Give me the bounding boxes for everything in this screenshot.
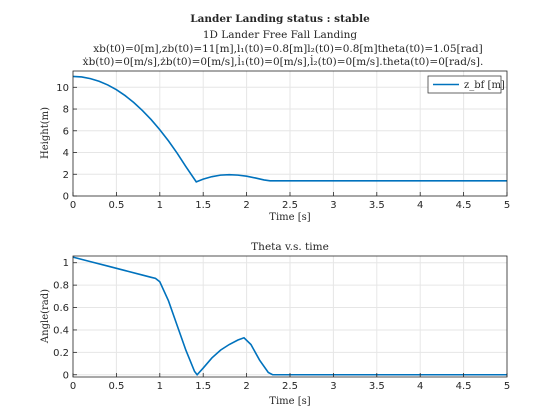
height-y-label: Height(m) xyxy=(40,107,51,159)
theta-y-tick-label: 1 xyxy=(63,258,69,269)
theta-x-tick-label: 5 xyxy=(504,381,510,392)
theta-x-ticks: 0 0.5 1 1.5 2 2.5 3 3.5 4 4.5 5 xyxy=(70,373,510,392)
height-y-tick-label: 8 xyxy=(63,105,69,116)
height-x-tick-label: 1 xyxy=(157,200,163,211)
height-x-tick-label: 2.5 xyxy=(282,200,298,211)
height-x-tick-label: 0.5 xyxy=(108,200,124,211)
theta-x-tick-label: 0 xyxy=(70,381,76,392)
height-x-tick-label: 4 xyxy=(417,200,423,211)
height-x-tick-label: 0 xyxy=(70,200,76,211)
theta-x-label: Time [s] xyxy=(269,396,310,407)
height-y-tick-label: 2 xyxy=(63,170,69,181)
height-x-tick-label: 3 xyxy=(330,200,336,211)
param-line-2: ẋb(t0)=0[m/s],żb(t0)=0[m/s],l̇₁(t0)=0[m/… xyxy=(83,55,484,68)
theta-y-tick-label: 0.6 xyxy=(53,303,69,314)
height-y-tick-label: 4 xyxy=(63,148,69,159)
height-chart: 0 0.5 1 1.5 2 2.5 3 3.5 4 4.5 5 0 2 4 6 8 10 Time [s] H… xyxy=(40,70,510,223)
height-x-tick-label: 5 xyxy=(504,200,510,211)
height-y-tick-label: 10 xyxy=(56,83,69,94)
theta-x-tick-label: 1 xyxy=(157,381,163,392)
theta-x-tick-label: 1.5 xyxy=(195,381,211,392)
height-series-line xyxy=(72,75,507,183)
height-legend: z_bf [m] xyxy=(427,75,505,94)
theta-x-tick-label: 2.5 xyxy=(282,381,298,392)
height-x-label: Time [s] xyxy=(269,212,310,223)
theta-x-tick-label: 0.5 xyxy=(108,381,124,392)
theta-series-line xyxy=(72,256,507,377)
theta-chart-title: Theta v.s. time xyxy=(251,241,329,253)
height-y-tick-label: 0 xyxy=(63,192,69,203)
height-legend-label: z_bf [m] xyxy=(464,80,505,91)
height-legend-box xyxy=(427,75,502,94)
subtitle: 1D Lander Free Fall Landing xyxy=(203,29,358,41)
theta-y-tick-label: 0.2 xyxy=(53,348,69,359)
theta-x-tick-label: 3.5 xyxy=(369,381,385,392)
theta-x-tick-label: 4 xyxy=(417,381,423,392)
height-y-tick-label: 6 xyxy=(63,126,69,137)
theta-x-tick-label: 4.5 xyxy=(456,381,472,392)
theta-x-tick-label: 2 xyxy=(243,381,249,392)
height-x-tick-label: 3.5 xyxy=(369,200,385,211)
theta-y-tick-label: 0.8 xyxy=(53,281,69,292)
theta-y-ticks: 0 0.2 0.4 0.6 0.8 1 xyxy=(53,258,77,381)
status-title: Lander Landing status : stable xyxy=(190,13,370,25)
theta-x-tick-label: 3 xyxy=(330,381,336,392)
height-x-ticks: 0 0.5 1 1.5 2 2.5 3 3.5 4 4.5 5 xyxy=(70,192,510,211)
height-x-tick-label: 4.5 xyxy=(456,200,472,211)
height-y-ticks: 0 2 4 6 8 10 xyxy=(56,83,77,203)
height-x-tick-label: 1.5 xyxy=(195,200,211,211)
theta-y-label: Angle(rad) xyxy=(40,289,51,344)
theta-y-tick-label: 0.4 xyxy=(53,325,69,336)
theta-chart: Theta v.s. time 0 0.5 1 1.5 2 2.5 3 3.5 4 4.5 5 00… xyxy=(40,241,510,407)
param-line-1: xb(t0)=0[m],zb(t0)=11[m],l₁(t0)=0.8[m]l₂… xyxy=(93,43,482,55)
height-x-tick-label: 2 xyxy=(243,200,249,211)
theta-y-tick-label: 0 xyxy=(63,370,69,381)
